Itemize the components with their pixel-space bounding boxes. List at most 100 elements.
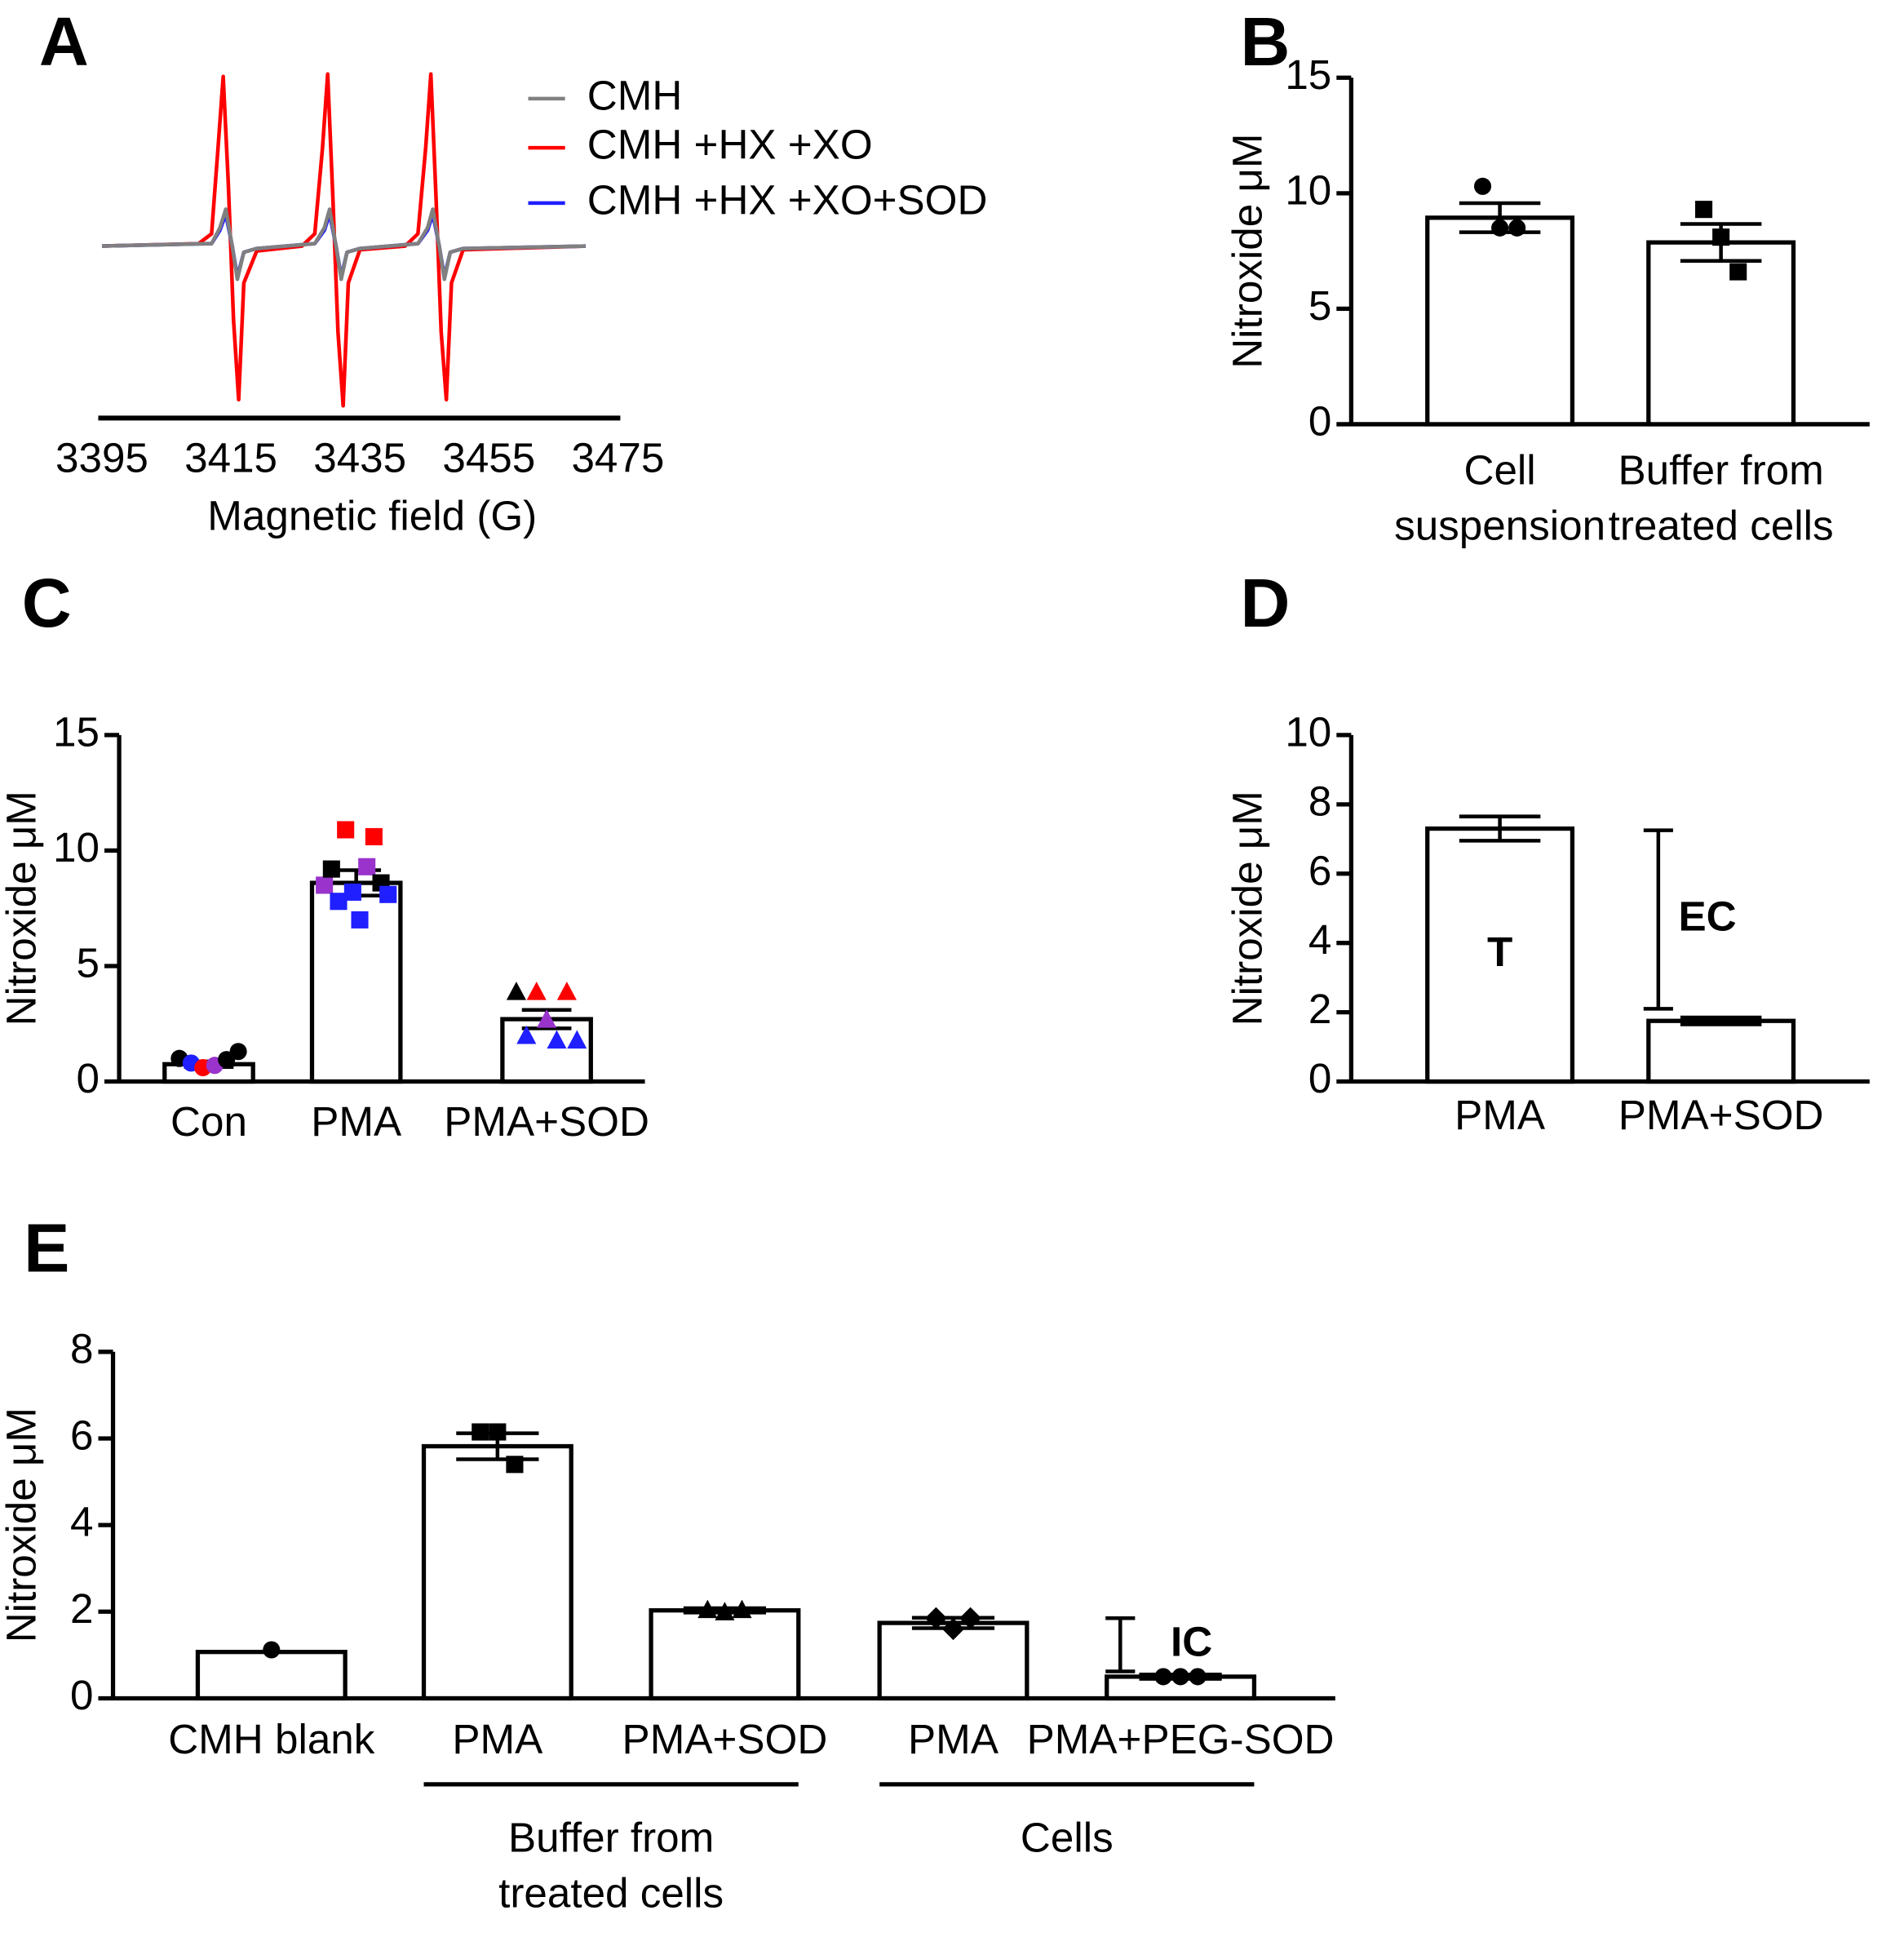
x-tick-label: Cell bbox=[1463, 447, 1535, 494]
legend-label: CMH +HX +XO+SOD bbox=[587, 176, 988, 223]
x-tick-label: PMA bbox=[1455, 1092, 1546, 1138]
point bbox=[1171, 1668, 1189, 1686]
x-tick-label: PMA bbox=[908, 1716, 999, 1762]
point bbox=[337, 821, 355, 839]
bracket-label: IC bbox=[1171, 1618, 1212, 1664]
y-tick-label: 4 bbox=[70, 1499, 93, 1545]
x-tick-label: treated cells bbox=[1609, 502, 1834, 548]
point bbox=[316, 876, 334, 894]
x-tick-label: 3475 bbox=[571, 435, 664, 481]
group-label: treated cells bbox=[498, 1869, 724, 1916]
bar bbox=[421, 1443, 573, 1701]
y-tick-label: 5 bbox=[1308, 282, 1331, 329]
bar bbox=[1646, 240, 1796, 427]
y-tick-label: 8 bbox=[1308, 778, 1331, 824]
x-tick-label: PMA bbox=[452, 1716, 543, 1762]
bar-label: T bbox=[1487, 929, 1512, 975]
x-tick-label: PMA+SOD bbox=[622, 1716, 828, 1762]
y-tick-label: 0 bbox=[1308, 1055, 1331, 1101]
point bbox=[506, 982, 526, 1000]
point bbox=[489, 1423, 507, 1441]
point bbox=[330, 893, 348, 911]
x-tick-label: 3455 bbox=[442, 435, 535, 481]
point bbox=[506, 1456, 524, 1474]
panel-letter: B bbox=[1241, 3, 1291, 80]
bar bbox=[1425, 215, 1575, 427]
x-tick-label: PMA+SOD bbox=[444, 1098, 649, 1145]
point bbox=[567, 1030, 587, 1049]
bar bbox=[649, 1608, 801, 1701]
point bbox=[1491, 219, 1509, 237]
point bbox=[379, 885, 397, 903]
y-tick-label: 10 bbox=[1285, 708, 1331, 755]
x-tick-label: PMA+PEG-SOD bbox=[1027, 1716, 1335, 1762]
point bbox=[732, 1599, 752, 1619]
spectrum-line bbox=[101, 207, 586, 281]
point bbox=[322, 860, 340, 878]
x-tick-label: 3395 bbox=[55, 435, 148, 481]
point bbox=[472, 1423, 489, 1441]
point bbox=[556, 982, 577, 1000]
y-tick-label: 15 bbox=[1285, 51, 1331, 98]
bar bbox=[195, 1650, 348, 1701]
point bbox=[343, 883, 361, 901]
point bbox=[1189, 1668, 1207, 1686]
group-label: Cells bbox=[1021, 1815, 1114, 1861]
panel-letter: E bbox=[24, 1210, 69, 1287]
point bbox=[1473, 177, 1492, 195]
y-tick-label: 6 bbox=[70, 1412, 93, 1458]
point bbox=[537, 1009, 557, 1028]
x-axis-label: Magnetic field (G) bbox=[207, 492, 537, 539]
legend-label: CMH +HX +XO bbox=[587, 122, 873, 168]
point bbox=[263, 1641, 281, 1659]
y-tick-label: 4 bbox=[1308, 916, 1331, 963]
bar bbox=[309, 880, 403, 1084]
y-tick-label: 6 bbox=[1308, 847, 1331, 893]
panel-letter: C bbox=[22, 565, 72, 641]
x-tick-label: suspension bbox=[1394, 502, 1605, 548]
y-tick-label: 10 bbox=[53, 824, 100, 871]
y-tick-label: 8 bbox=[70, 1325, 93, 1372]
point bbox=[526, 982, 547, 1000]
panel-letter: A bbox=[39, 3, 89, 80]
point bbox=[351, 911, 369, 929]
point bbox=[715, 1602, 735, 1620]
x-tick-label: CMH blank bbox=[168, 1716, 375, 1762]
error-bar bbox=[1459, 814, 1541, 843]
error-bar bbox=[1680, 1015, 1762, 1026]
y-axis-label: Nitroxide μM bbox=[1224, 133, 1270, 368]
bracket-label: EC bbox=[1679, 893, 1737, 940]
point bbox=[547, 1030, 567, 1049]
point bbox=[1729, 263, 1747, 281]
point bbox=[365, 827, 383, 845]
point bbox=[1712, 228, 1730, 246]
point bbox=[229, 1043, 247, 1061]
point bbox=[697, 1599, 718, 1619]
point bbox=[1695, 201, 1713, 219]
y-tick-label: 2 bbox=[70, 1585, 93, 1632]
y-axis-label: Nitroxide μM bbox=[1224, 791, 1270, 1026]
bar bbox=[1646, 1018, 1796, 1084]
y-tick-label: 15 bbox=[53, 708, 100, 755]
y-tick-label: 2 bbox=[1308, 986, 1331, 1032]
point bbox=[1154, 1668, 1172, 1686]
x-tick-label: PMA bbox=[311, 1098, 402, 1145]
x-tick-label: Buffer from bbox=[1618, 447, 1824, 494]
y-tick-label: 0 bbox=[70, 1672, 93, 1718]
spectrum-line bbox=[101, 72, 586, 408]
x-tick-label: 3435 bbox=[313, 435, 406, 481]
point bbox=[1508, 219, 1526, 237]
panel-letter: D bbox=[1241, 565, 1291, 641]
y-axis-label: Nitroxide μM bbox=[0, 791, 45, 1026]
y-axis-label: Nitroxide μM bbox=[0, 1407, 45, 1642]
y-tick-label: 0 bbox=[1308, 397, 1331, 444]
x-tick-label: 3415 bbox=[184, 435, 277, 481]
y-tick-label: 10 bbox=[1285, 166, 1331, 213]
y-tick-label: 0 bbox=[77, 1055, 100, 1101]
y-tick-label: 5 bbox=[77, 940, 100, 986]
legend-label: CMH bbox=[587, 72, 683, 118]
point bbox=[924, 1607, 947, 1629]
x-tick-label: Con bbox=[170, 1098, 247, 1145]
